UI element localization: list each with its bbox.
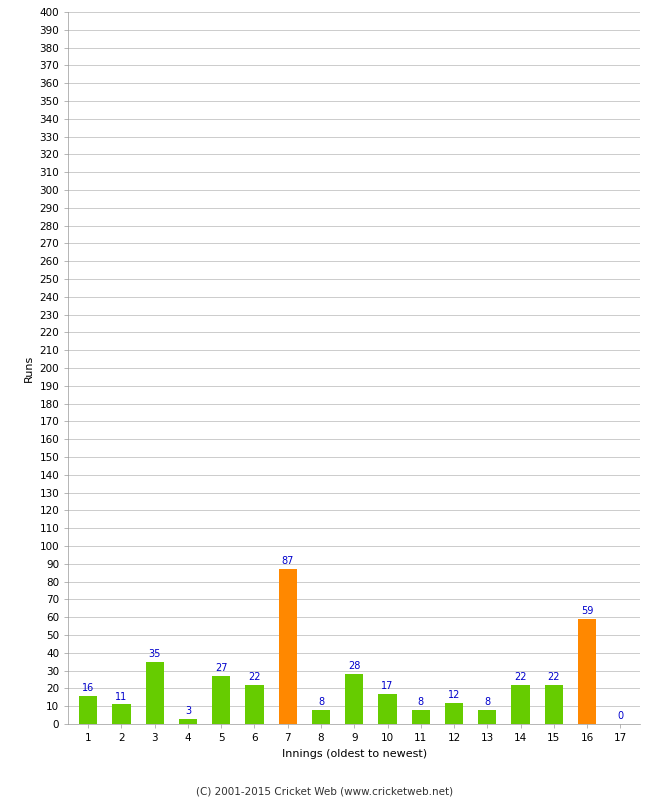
Bar <box>312 710 330 724</box>
Y-axis label: Runs: Runs <box>24 354 34 382</box>
Bar <box>445 702 463 724</box>
Text: 28: 28 <box>348 662 361 671</box>
Bar <box>545 685 563 724</box>
Text: 27: 27 <box>215 663 227 674</box>
Bar <box>212 676 230 724</box>
Bar <box>345 674 363 724</box>
Bar <box>279 569 297 724</box>
Bar <box>112 705 131 724</box>
Text: 35: 35 <box>149 649 161 659</box>
Text: 22: 22 <box>547 672 560 682</box>
Text: 8: 8 <box>418 697 424 707</box>
Bar <box>79 695 98 724</box>
Bar <box>378 694 396 724</box>
Bar <box>146 662 164 724</box>
Text: 12: 12 <box>448 690 460 700</box>
Bar <box>245 685 264 724</box>
Text: 17: 17 <box>382 681 394 691</box>
Text: 87: 87 <box>281 557 294 566</box>
Text: 8: 8 <box>318 697 324 707</box>
Text: 59: 59 <box>581 606 593 616</box>
Bar <box>512 685 530 724</box>
Bar <box>578 619 596 724</box>
Text: 22: 22 <box>514 672 526 682</box>
Text: 3: 3 <box>185 706 191 716</box>
Bar <box>411 710 430 724</box>
Bar <box>478 710 497 724</box>
Text: 0: 0 <box>618 711 623 722</box>
X-axis label: Innings (oldest to newest): Innings (oldest to newest) <box>281 749 427 758</box>
Text: 16: 16 <box>82 683 94 693</box>
Text: 11: 11 <box>115 692 127 702</box>
Text: 8: 8 <box>484 697 490 707</box>
Text: (C) 2001-2015 Cricket Web (www.cricketweb.net): (C) 2001-2015 Cricket Web (www.cricketwe… <box>196 786 454 796</box>
Text: 22: 22 <box>248 672 261 682</box>
Bar <box>179 718 197 724</box>
